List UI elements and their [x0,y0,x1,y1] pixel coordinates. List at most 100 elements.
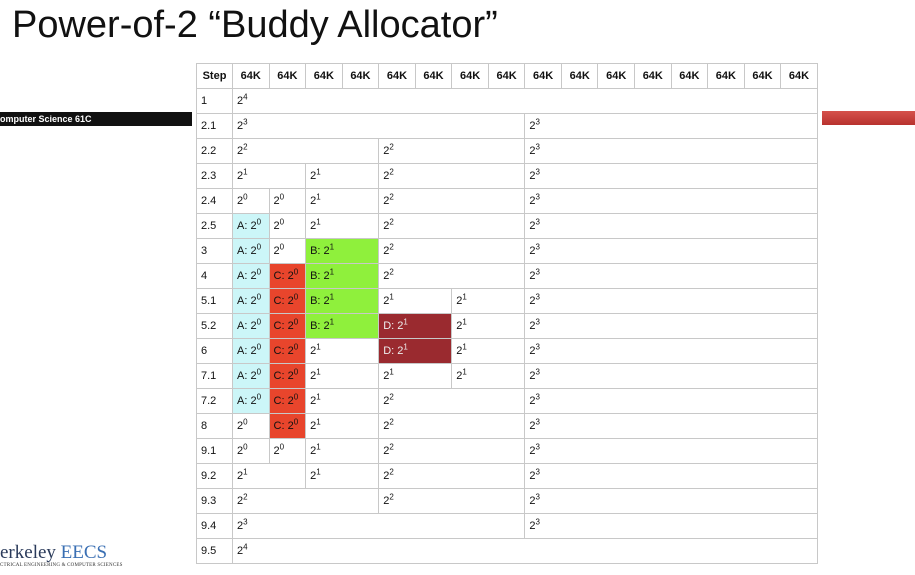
block-cell: 23 [524,313,818,339]
block-label: 2 [529,220,536,232]
block-label: 2 [383,395,390,407]
block-cell: A: 20 [232,213,270,239]
block-exponent: 3 [535,392,540,402]
block-exponent: 0 [293,267,299,277]
header-cell: Step [196,63,233,89]
course-label: omputer Science 61C [0,114,92,124]
block-label: B: 2 [310,245,330,257]
block-label: 2 [529,245,536,257]
block-cell: 23 [524,138,818,164]
block-label: 2 [383,170,390,182]
block-label: 2 [237,120,244,132]
block-cell: 21 [451,313,526,339]
step-cell: 3 [196,238,233,264]
block-exponent: 2 [389,467,394,477]
step-cell: 6 [196,338,233,364]
block-label: 2 [383,495,390,507]
block-cell: A: 20 [232,313,270,339]
table-row: 5.1 A: 20 C: 20 B: 21 21 21 23 [196,288,818,314]
block-cell: 23 [524,213,818,239]
block-label: 2 [310,220,317,232]
block-exponent: 0 [293,292,299,302]
step-cell: 9.4 [196,513,233,539]
block-cell: A: 20 [232,388,270,414]
block-label: 2 [383,220,390,232]
block-exponent: 0 [256,342,262,352]
block-cell: 23 [524,413,818,439]
block-label: A: 2 [237,370,257,382]
block-label: A: 2 [237,220,257,232]
block-exponent: 1 [243,167,248,177]
block-cell: C: 20 [268,388,307,414]
block-label: 2 [310,470,317,482]
block-exponent: 1 [462,342,467,352]
block-label: D: 2 [383,320,404,332]
table-row: 6 A: 20 C: 20 21 D: 21 21 23 [196,338,818,364]
table-row: 2.4 20 20 21 22 23 [196,188,818,214]
block-label: 2 [529,420,536,432]
block-label: 2 [383,145,390,157]
header-cell: 64K [597,63,636,89]
block-exponent: 1 [316,442,321,452]
block-cell: 20 [268,238,307,264]
block-label: 2 [273,220,280,232]
block-cell: 21 [305,338,380,364]
accent-bar [822,111,915,125]
block-label: 2 [383,370,390,382]
block-label: 2 [237,95,244,107]
block-exponent: 1 [329,292,335,302]
table-row: 5.2 A: 20 C: 20 B: 21 D: 21 21 23 [196,313,818,339]
block-label: C: 2 [273,270,294,282]
block-cell: 24 [232,538,818,564]
block-exponent: 3 [535,417,540,427]
block-label: A: 2 [237,270,257,282]
table-row: 9.3 22 22 23 [196,488,818,514]
block-exponent: 3 [535,442,540,452]
block-label: 2 [529,370,536,382]
block-exponent: 2 [389,192,394,202]
block-cell: 22 [378,413,526,439]
block-label: 2 [237,545,244,557]
table-row: 9.4 23 23 [196,513,818,539]
step-cell: 2.4 [196,188,233,214]
block-cell: 24 [232,88,818,114]
slide-title: Power-of-2 “Buddy Allocator” [12,4,498,46]
block-cell: 23 [524,263,818,289]
block-label: B: 2 [310,295,330,307]
block-cell: B: 21 [305,263,380,289]
block-cell: 21 [305,438,380,464]
block-label: C: 2 [273,370,294,382]
block-exponent: 2 [243,492,248,502]
block-cell: 21 [451,363,526,389]
block-cell: 21 [305,163,380,189]
block-label: 2 [456,320,463,332]
block-label: 2 [237,195,244,207]
block-label: 2 [529,520,536,532]
block-cell: D: 21 [378,313,453,339]
block-exponent: 0 [293,342,299,352]
block-exponent: 0 [279,442,285,452]
block-cell: B: 21 [305,288,380,314]
block-exponent: 2 [389,392,394,402]
allocation-table: Step 64K 64K 64K 64K 64K 64K 64K 64K 64K 64K 64K 64K… [196,63,818,564]
block-cell: 21 [231,163,307,189]
header-cell: 64K [524,63,562,89]
block-label: 2 [383,270,390,282]
block-exponent: 2 [389,417,394,427]
block-cell: 20 [268,213,307,239]
block-cell: 23 [524,438,818,464]
block-exponent: 3 [535,242,540,252]
block-label: 2 [310,370,317,382]
block-cell: A: 20 [232,288,270,314]
header-cell: 64K [268,63,307,89]
block-exponent: 1 [316,417,321,427]
block-exponent: 3 [535,142,540,152]
block-exponent: 4 [243,92,248,102]
block-label: 2 [310,170,317,182]
step-cell: 5.2 [196,313,233,339]
block-cell: 23 [524,238,818,264]
block-cell: B: 21 [305,313,380,339]
block-label: 2 [529,145,536,157]
block-cell: 23 [524,463,818,489]
